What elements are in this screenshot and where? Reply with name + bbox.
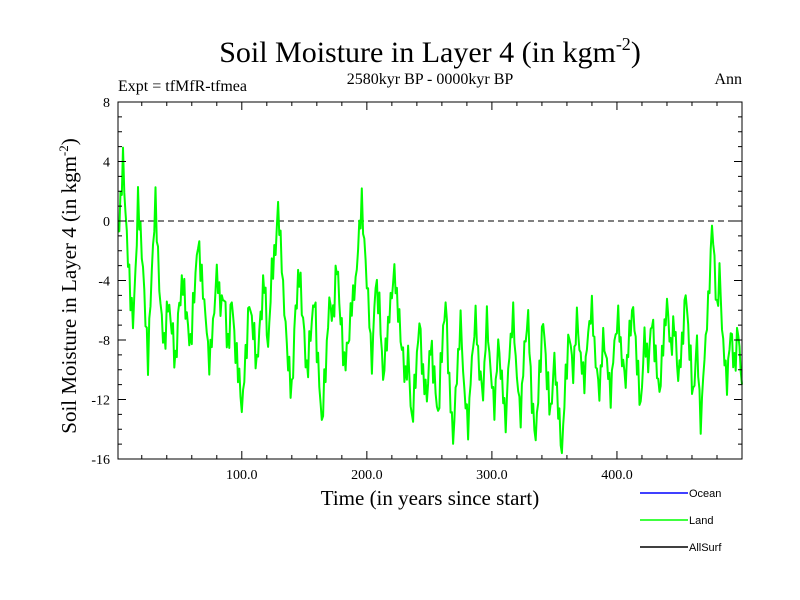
x-axis-label: Time (in years since start) [321, 486, 540, 510]
y-tick-label: 4 [103, 156, 110, 171]
legend-label-ocean: Ocean [689, 488, 721, 500]
chart-title: Soil Moisture in Layer 4 (in kgm-2) [219, 34, 641, 69]
season-label: Ann [714, 71, 742, 88]
y-tick-label: 0 [103, 215, 110, 230]
legend-label-allsurf: AllSurf [689, 542, 722, 554]
y-axis-label: Soil Moisture in Layer 4 (in kgm-2) [56, 138, 81, 433]
y-tick-label: -8 [98, 334, 110, 349]
x-tick-label: 300.0 [476, 468, 508, 483]
y-tick-label: -12 [91, 394, 110, 409]
y-tick-label: 8 [103, 96, 110, 111]
plot-area: 8 4 0 -4 -8 -12 -16 100.0 200.0 300.0 400.0 [91, 96, 743, 483]
series-line-land [117, 146, 743, 455]
x-tick-label: 200.0 [351, 468, 383, 483]
plot-frame [117, 101, 743, 460]
x-tick-label: 100.0 [226, 468, 258, 483]
legend: Ocean Land AllSurf [640, 488, 722, 554]
chart-subtitle: 2580kyr BP - 0000kyr BP [347, 71, 514, 88]
expt-label: Expt = tfMfR-tfmea [118, 78, 247, 95]
legend-label-land: Land [689, 515, 713, 527]
x-tick-label: 400.0 [601, 468, 633, 483]
y-tick-label: -4 [98, 275, 110, 290]
y-tick-label: -16 [91, 453, 110, 468]
